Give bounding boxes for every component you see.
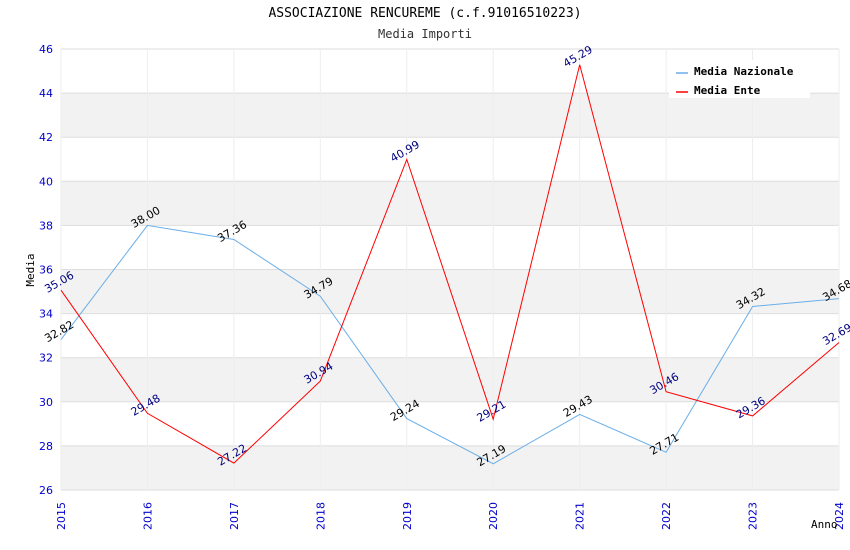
legend: Media Nazionale Media Ente [669,60,810,98]
x-tick-label: 2023 [747,502,760,530]
y-tick-label: 30 [39,396,53,409]
gridlines [60,48,840,491]
x-axis-ticks: 2015 2016 2017 2018 2019 2020 2021 2022 2023 2024 [55,502,846,530]
data-label-ente: 40.99 [388,138,422,165]
legend-box [669,60,810,98]
y-tick-label: 38 [39,219,53,232]
y-tick-label: 34 [39,308,53,321]
chart-subtitle: Media Importi [378,27,472,41]
grid-band [61,445,839,490]
x-tick-label: 2021 [574,502,587,530]
series-group [60,64,840,465]
x-axis-title: Anno [811,518,838,531]
x-tick-label: 2022 [660,502,673,530]
y-tick-label: 26 [39,484,53,497]
y-axis-title: Media [24,253,37,286]
y-tick-label: 32 [39,352,53,365]
background-bands [61,93,839,490]
x-tick-label: 2017 [228,502,241,530]
x-tick-label: 2020 [487,502,500,530]
y-tick-label: 46 [39,43,53,56]
x-tick-label: 2019 [401,502,414,530]
y-tick-label: 36 [39,264,53,277]
y-axis-ticks: 26 28 30 32 34 36 38 40 42 44 46 [39,43,53,497]
series-line-nazionale [60,224,840,465]
series-line-ente [60,64,840,464]
chart-title: ASSOCIAZIONE RENCUREME (c.f.91016510223) [268,6,582,21]
y-tick-label: 44 [39,87,53,100]
data-label-ente: 32.69 [820,321,850,348]
x-tick-label: 2018 [314,502,327,530]
x-tick-label: 2015 [55,502,68,530]
x-tick-label: 2016 [141,502,154,530]
legend-label-ente: Media Ente [694,84,761,97]
x-tick-label: 2024 [833,502,846,530]
grid-band [61,181,839,226]
grid-band [61,357,839,402]
data-label-ente: 45.29 [561,43,595,70]
y-tick-label: 40 [39,175,53,188]
y-tick-label: 28 [39,440,53,453]
data-label-nazionale: 32.82 [42,318,76,345]
grid-band [61,93,839,138]
y-tick-label: 42 [39,131,53,144]
grid-band [61,269,839,314]
legend-label-nazionale: Media Nazionale [694,65,794,78]
